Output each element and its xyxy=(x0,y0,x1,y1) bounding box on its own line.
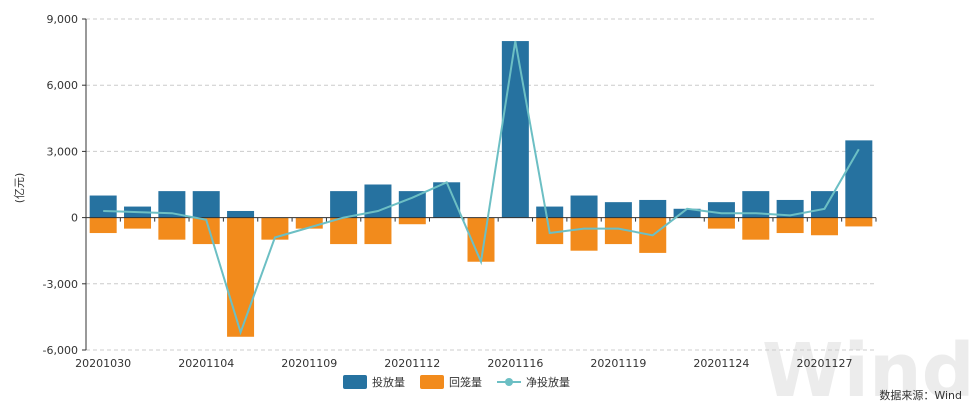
bar-回笼量 xyxy=(158,217,186,240)
bar-回笼量 xyxy=(124,217,152,229)
bar-投放量 xyxy=(501,41,529,218)
x-tick-labels: 20201030 20201104 20201109 20201112 20201116… xyxy=(75,357,852,370)
axes xyxy=(82,18,877,351)
bar-投放量 xyxy=(536,206,564,218)
bar-投放量 xyxy=(810,191,838,218)
x-tick-label: 20201127 xyxy=(796,357,852,370)
line-series xyxy=(103,40,860,336)
bar-投放量 xyxy=(673,208,701,218)
y-tick-label: 9,000 xyxy=(47,13,79,26)
y-tick-label: -6,000 xyxy=(43,344,78,357)
bar-投放量 xyxy=(330,191,358,218)
y-axis-label: (亿元) xyxy=(13,173,26,204)
bar-投放量 xyxy=(227,210,255,218)
bar-投放量 xyxy=(707,202,735,218)
bar-回笼量 xyxy=(398,217,426,225)
y-tick-label: 3,000 xyxy=(47,145,79,158)
legend-swatch xyxy=(343,375,367,389)
bar-回笼量 xyxy=(261,217,289,240)
bar-投放量 xyxy=(604,202,632,218)
source-note: 数据来源：Wind xyxy=(879,388,962,402)
x-tick-label: 20201112 xyxy=(384,357,440,370)
legend-label: 回笼量 xyxy=(449,375,482,389)
legend-swatch xyxy=(420,375,444,389)
bar-投放量 xyxy=(398,191,426,218)
bar-回笼量 xyxy=(707,217,735,229)
bar-回笼量 xyxy=(776,217,804,234)
y-tick-label: -3,000 xyxy=(43,278,78,291)
y-tick-label: 0 xyxy=(71,212,78,225)
bar-投放量 xyxy=(433,182,461,218)
watermark-text: Wind xyxy=(762,328,971,408)
bar-投放量 xyxy=(89,195,117,218)
bar-回笼量 xyxy=(570,217,598,251)
x-tick-label: 20201124 xyxy=(693,357,749,370)
y-tick-label: 6,000 xyxy=(47,79,79,92)
x-tick-label: 20201116 xyxy=(487,357,543,370)
bar-投放量 xyxy=(845,140,873,218)
legend-label: 净投放量 xyxy=(526,375,570,389)
bar-回笼量 xyxy=(330,217,358,245)
legend-label: 投放量 xyxy=(372,375,405,389)
bar-回笼量 xyxy=(742,217,770,240)
bar-投放量 xyxy=(192,191,220,218)
bar-投放量 xyxy=(570,195,598,218)
x-tick-label: 20201119 xyxy=(590,357,646,370)
bar-投放量 xyxy=(639,199,667,218)
bar-回笼量 xyxy=(845,217,873,227)
x-tick-label: 20201030 xyxy=(75,357,131,370)
legend: 投放量 回笼量 净投放量 xyxy=(343,375,570,389)
bar-回笼量 xyxy=(810,217,838,236)
bar-回笼量 xyxy=(295,217,323,229)
bar-回笼量 xyxy=(227,217,255,337)
x-tick-label: 20201104 xyxy=(178,357,234,370)
legend-swatch-dot xyxy=(505,378,513,386)
line-净投放量 xyxy=(103,40,860,336)
bar-回笼量 xyxy=(364,217,392,245)
gridlines xyxy=(86,18,876,351)
y-tick-labels: 9,000 6,000 3,000 0 -3,000 -6,000 xyxy=(43,13,78,357)
bar-回笼量 xyxy=(89,217,117,234)
x-tick-label: 20201109 xyxy=(281,357,337,370)
